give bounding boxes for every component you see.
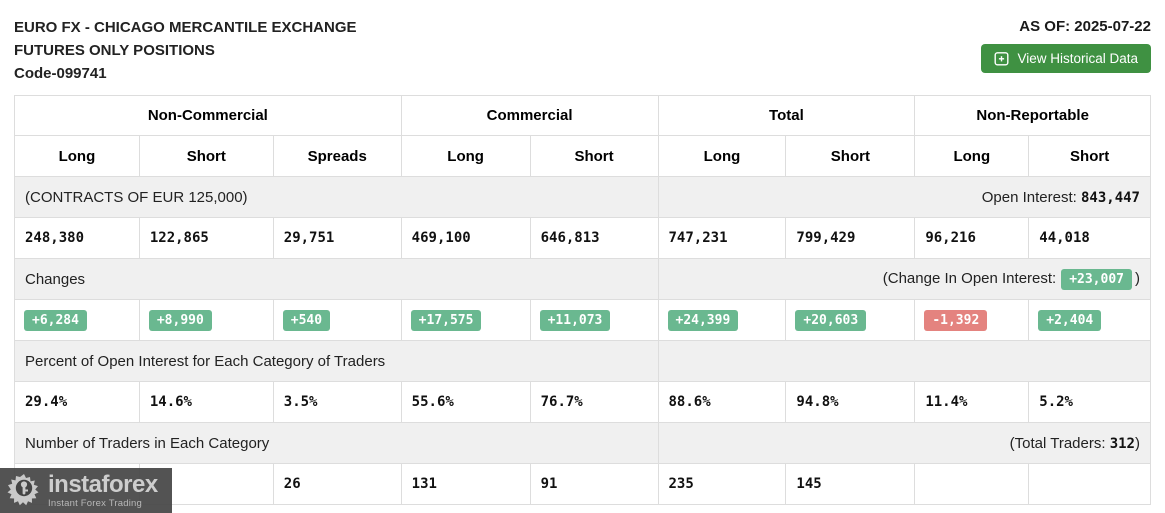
view-historical-data-button[interactable]: View Historical Data xyxy=(981,44,1151,73)
calendar-plus-icon xyxy=(994,51,1009,66)
percent-cell: 94.8% xyxy=(785,381,916,423)
position-cell: 29,751 xyxy=(272,217,402,259)
traders-label: Number of Traders in Each Category xyxy=(14,422,659,464)
percent-cell: 88.6% xyxy=(657,381,787,423)
position-cell: 747,231 xyxy=(657,217,787,259)
percent-cell: 29.4% xyxy=(14,381,140,423)
traders-cell: 26 xyxy=(272,463,402,505)
changes-label: Changes xyxy=(14,258,659,300)
position-cell: 44,018 xyxy=(1028,217,1151,259)
sub-header-row: Long Short Spreads Long Short Long Short… xyxy=(14,135,1151,177)
view-historical-data-label: View Historical Data xyxy=(1017,51,1138,66)
group-total: Total xyxy=(657,95,916,136)
change-badge: +11,073 xyxy=(539,309,611,331)
open-interest: Open Interest: 843,447 xyxy=(657,176,1151,218)
col-header-nc-long: Long xyxy=(14,135,140,177)
traders-cell xyxy=(914,463,1030,505)
col-header-nr-short: Short xyxy=(1028,135,1151,177)
group-non-reportable: Non-Reportable xyxy=(914,95,1151,136)
change-oi-prefix: (Change In Open Interest: xyxy=(882,269,1057,287)
as-of-date: AS OF: 2025-07-22 xyxy=(1019,18,1151,35)
change-badge: +24,399 xyxy=(667,309,739,331)
percent-band-right xyxy=(657,340,1151,382)
col-header-nc-short: Short xyxy=(138,135,274,177)
report-code: Code-099741 xyxy=(14,65,107,82)
change-badge: +8,990 xyxy=(148,309,212,331)
change-badge: -1,392 xyxy=(924,309,988,331)
instaforex-watermark: instaforex Instant Forex Trading xyxy=(0,468,172,513)
total-traders-value: 312 xyxy=(1109,435,1135,452)
traders-cell: 91 xyxy=(529,463,659,505)
group-commercial: Commercial xyxy=(400,95,659,136)
percent-cell: 14.6% xyxy=(138,381,274,423)
contracts-label: (CONTRACTS OF EUR 125,000) xyxy=(14,176,659,218)
traders-row: 26 131 91 235 145 xyxy=(14,463,1151,505)
total-traders-prefix: (Total Traders: xyxy=(1009,434,1106,452)
page-header: EURO FX - CHICAGO MERCANTILE EXCHANGE FU… xyxy=(0,0,1165,95)
percent-row: 29.4% 14.6% 3.5% 55.6% 76.7% 88.6% 94.8%… xyxy=(14,381,1151,423)
change-badge: +6,284 xyxy=(24,309,87,331)
title-line-1: EURO FX - CHICAGO MERCANTILE EXCHANGE xyxy=(14,19,357,36)
open-interest-value: 843,447 xyxy=(1080,189,1140,206)
percent-cell: 76.7% xyxy=(529,381,659,423)
change-oi-suffix: ) xyxy=(1135,269,1140,287)
change-badge: +2,404 xyxy=(1038,309,1102,331)
changes-row: +6,284 +8,990 +540 +17,575 +11,073 +24,3… xyxy=(14,299,1151,341)
col-header-t-long: Long xyxy=(657,135,787,177)
change-badge: +540 xyxy=(282,309,331,331)
change-badge: +17,575 xyxy=(410,309,482,331)
traders-band-row: Number of Traders in Each Category (Tota… xyxy=(14,422,1151,464)
position-cell: 96,216 xyxy=(914,217,1030,259)
total-traders: (Total Traders: 312) xyxy=(657,422,1151,464)
open-interest-label: Open Interest: xyxy=(981,188,1077,206)
report-title: EURO FX - CHICAGO MERCANTILE EXCHANGE FU… xyxy=(14,16,357,85)
percent-band-row: Percent of Open Interest for Each Catego… xyxy=(14,340,1151,382)
cot-report-table: Non-Commercial Commercial Total Non-Repo… xyxy=(14,95,1151,505)
position-cell: 646,813 xyxy=(529,217,659,259)
group-header-row: Non-Commercial Commercial Total Non-Repo… xyxy=(14,95,1151,136)
change-in-open-interest: (Change In Open Interest: +23,007) xyxy=(657,258,1151,300)
position-cell: 799,429 xyxy=(785,217,916,259)
title-line-2: FUTURES ONLY POSITIONS xyxy=(14,42,215,59)
percent-label: Percent of Open Interest for Each Catego… xyxy=(14,340,659,382)
percent-cell: 3.5% xyxy=(272,381,402,423)
traders-cell: 235 xyxy=(657,463,787,505)
position-cell: 469,100 xyxy=(400,217,531,259)
watermark-brand: instaforex xyxy=(48,470,158,498)
watermark-tagline: Instant Forex Trading xyxy=(48,497,142,509)
positions-row: 248,380 122,865 29,751 469,100 646,813 7… xyxy=(14,217,1151,259)
header-right: AS OF: 2025-07-22 View Historical Data xyxy=(981,16,1151,73)
change-badge: +20,603 xyxy=(795,309,867,331)
watermark-text: instaforex Instant Forex Trading xyxy=(48,470,158,509)
col-header-c-short: Short xyxy=(529,135,659,177)
group-non-commercial: Non-Commercial xyxy=(14,95,402,136)
col-header-nc-spreads: Spreads xyxy=(272,135,402,177)
changes-band-row: Changes (Change In Open Interest: +23,007… xyxy=(14,258,1151,300)
position-cell: 122,865 xyxy=(138,217,274,259)
position-cell: 248,380 xyxy=(14,217,140,259)
col-header-nr-long: Long xyxy=(914,135,1030,177)
percent-cell: 11.4% xyxy=(914,381,1030,423)
traders-cell xyxy=(1028,463,1151,505)
total-traders-suffix: ) xyxy=(1135,434,1140,452)
instaforex-gear-logo-icon xyxy=(6,470,42,511)
col-header-c-long: Long xyxy=(400,135,531,177)
percent-cell: 55.6% xyxy=(400,381,531,423)
contracts-band-row: (CONTRACTS OF EUR 125,000) Open Interest… xyxy=(14,176,1151,218)
traders-cell: 131 xyxy=(400,463,531,505)
traders-cell: 145 xyxy=(785,463,916,505)
col-header-t-short: Short xyxy=(785,135,916,177)
change-oi-badge: +23,007 xyxy=(1061,268,1132,290)
percent-cell: 5.2% xyxy=(1028,381,1151,423)
